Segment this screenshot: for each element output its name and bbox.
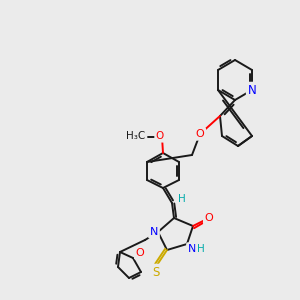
Text: O: O	[196, 129, 204, 139]
Text: H₃C: H₃C	[126, 131, 145, 141]
Text: O: O	[156, 131, 164, 141]
Text: H: H	[197, 244, 205, 254]
Text: S: S	[152, 266, 160, 278]
Text: H: H	[178, 194, 186, 204]
Text: O: O	[205, 213, 213, 223]
Text: N: N	[188, 244, 196, 254]
Text: N: N	[248, 83, 256, 97]
Text: O: O	[136, 248, 144, 258]
Text: N: N	[150, 227, 158, 237]
